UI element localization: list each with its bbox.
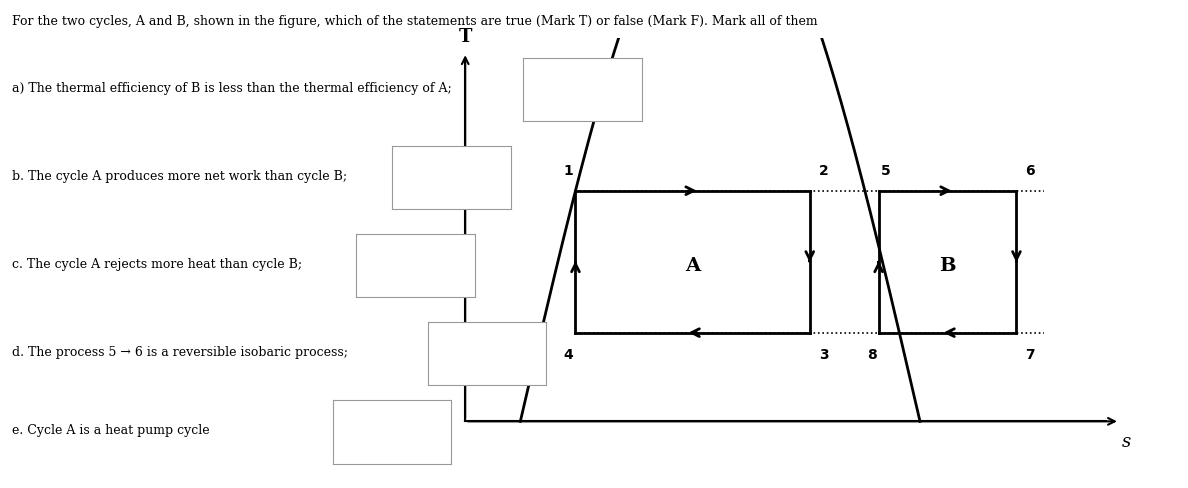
Text: 7: 7 xyxy=(1025,347,1035,361)
Text: e. Cycle A is a heat pump cycle: e. Cycle A is a heat pump cycle xyxy=(12,423,209,436)
Text: d. The process 5 → 6 is a reversible isobaric process;: d. The process 5 → 6 is a reversible iso… xyxy=(12,345,348,358)
Text: 6: 6 xyxy=(1025,163,1035,177)
Text: B: B xyxy=(940,257,956,275)
Text: For the two cycles, A and B, shown in the figure, which of the statements are tr: For the two cycles, A and B, shown in th… xyxy=(12,15,817,28)
Text: 5: 5 xyxy=(880,163,891,177)
Text: 4: 4 xyxy=(563,347,574,361)
Text: 8: 8 xyxy=(867,347,877,361)
Text: b. The cycle A produces more net work than cycle B;: b. The cycle A produces more net work th… xyxy=(12,169,347,182)
Text: s: s xyxy=(1123,432,1131,450)
Text: A: A xyxy=(685,257,700,275)
Text: T: T xyxy=(459,28,472,46)
Text: a) The thermal efficiency of B is less than the thermal efficiency of A;: a) The thermal efficiency of B is less t… xyxy=(12,81,451,94)
Text: 2: 2 xyxy=(819,163,828,177)
Text: $T_H$: $T_H$ xyxy=(432,182,451,201)
Text: $T_L$: $T_L$ xyxy=(435,324,451,342)
Text: c. The cycle A rejects more heat than cycle B;: c. The cycle A rejects more heat than cy… xyxy=(12,257,302,270)
Text: 3: 3 xyxy=(819,347,828,361)
Text: 1: 1 xyxy=(563,163,574,177)
